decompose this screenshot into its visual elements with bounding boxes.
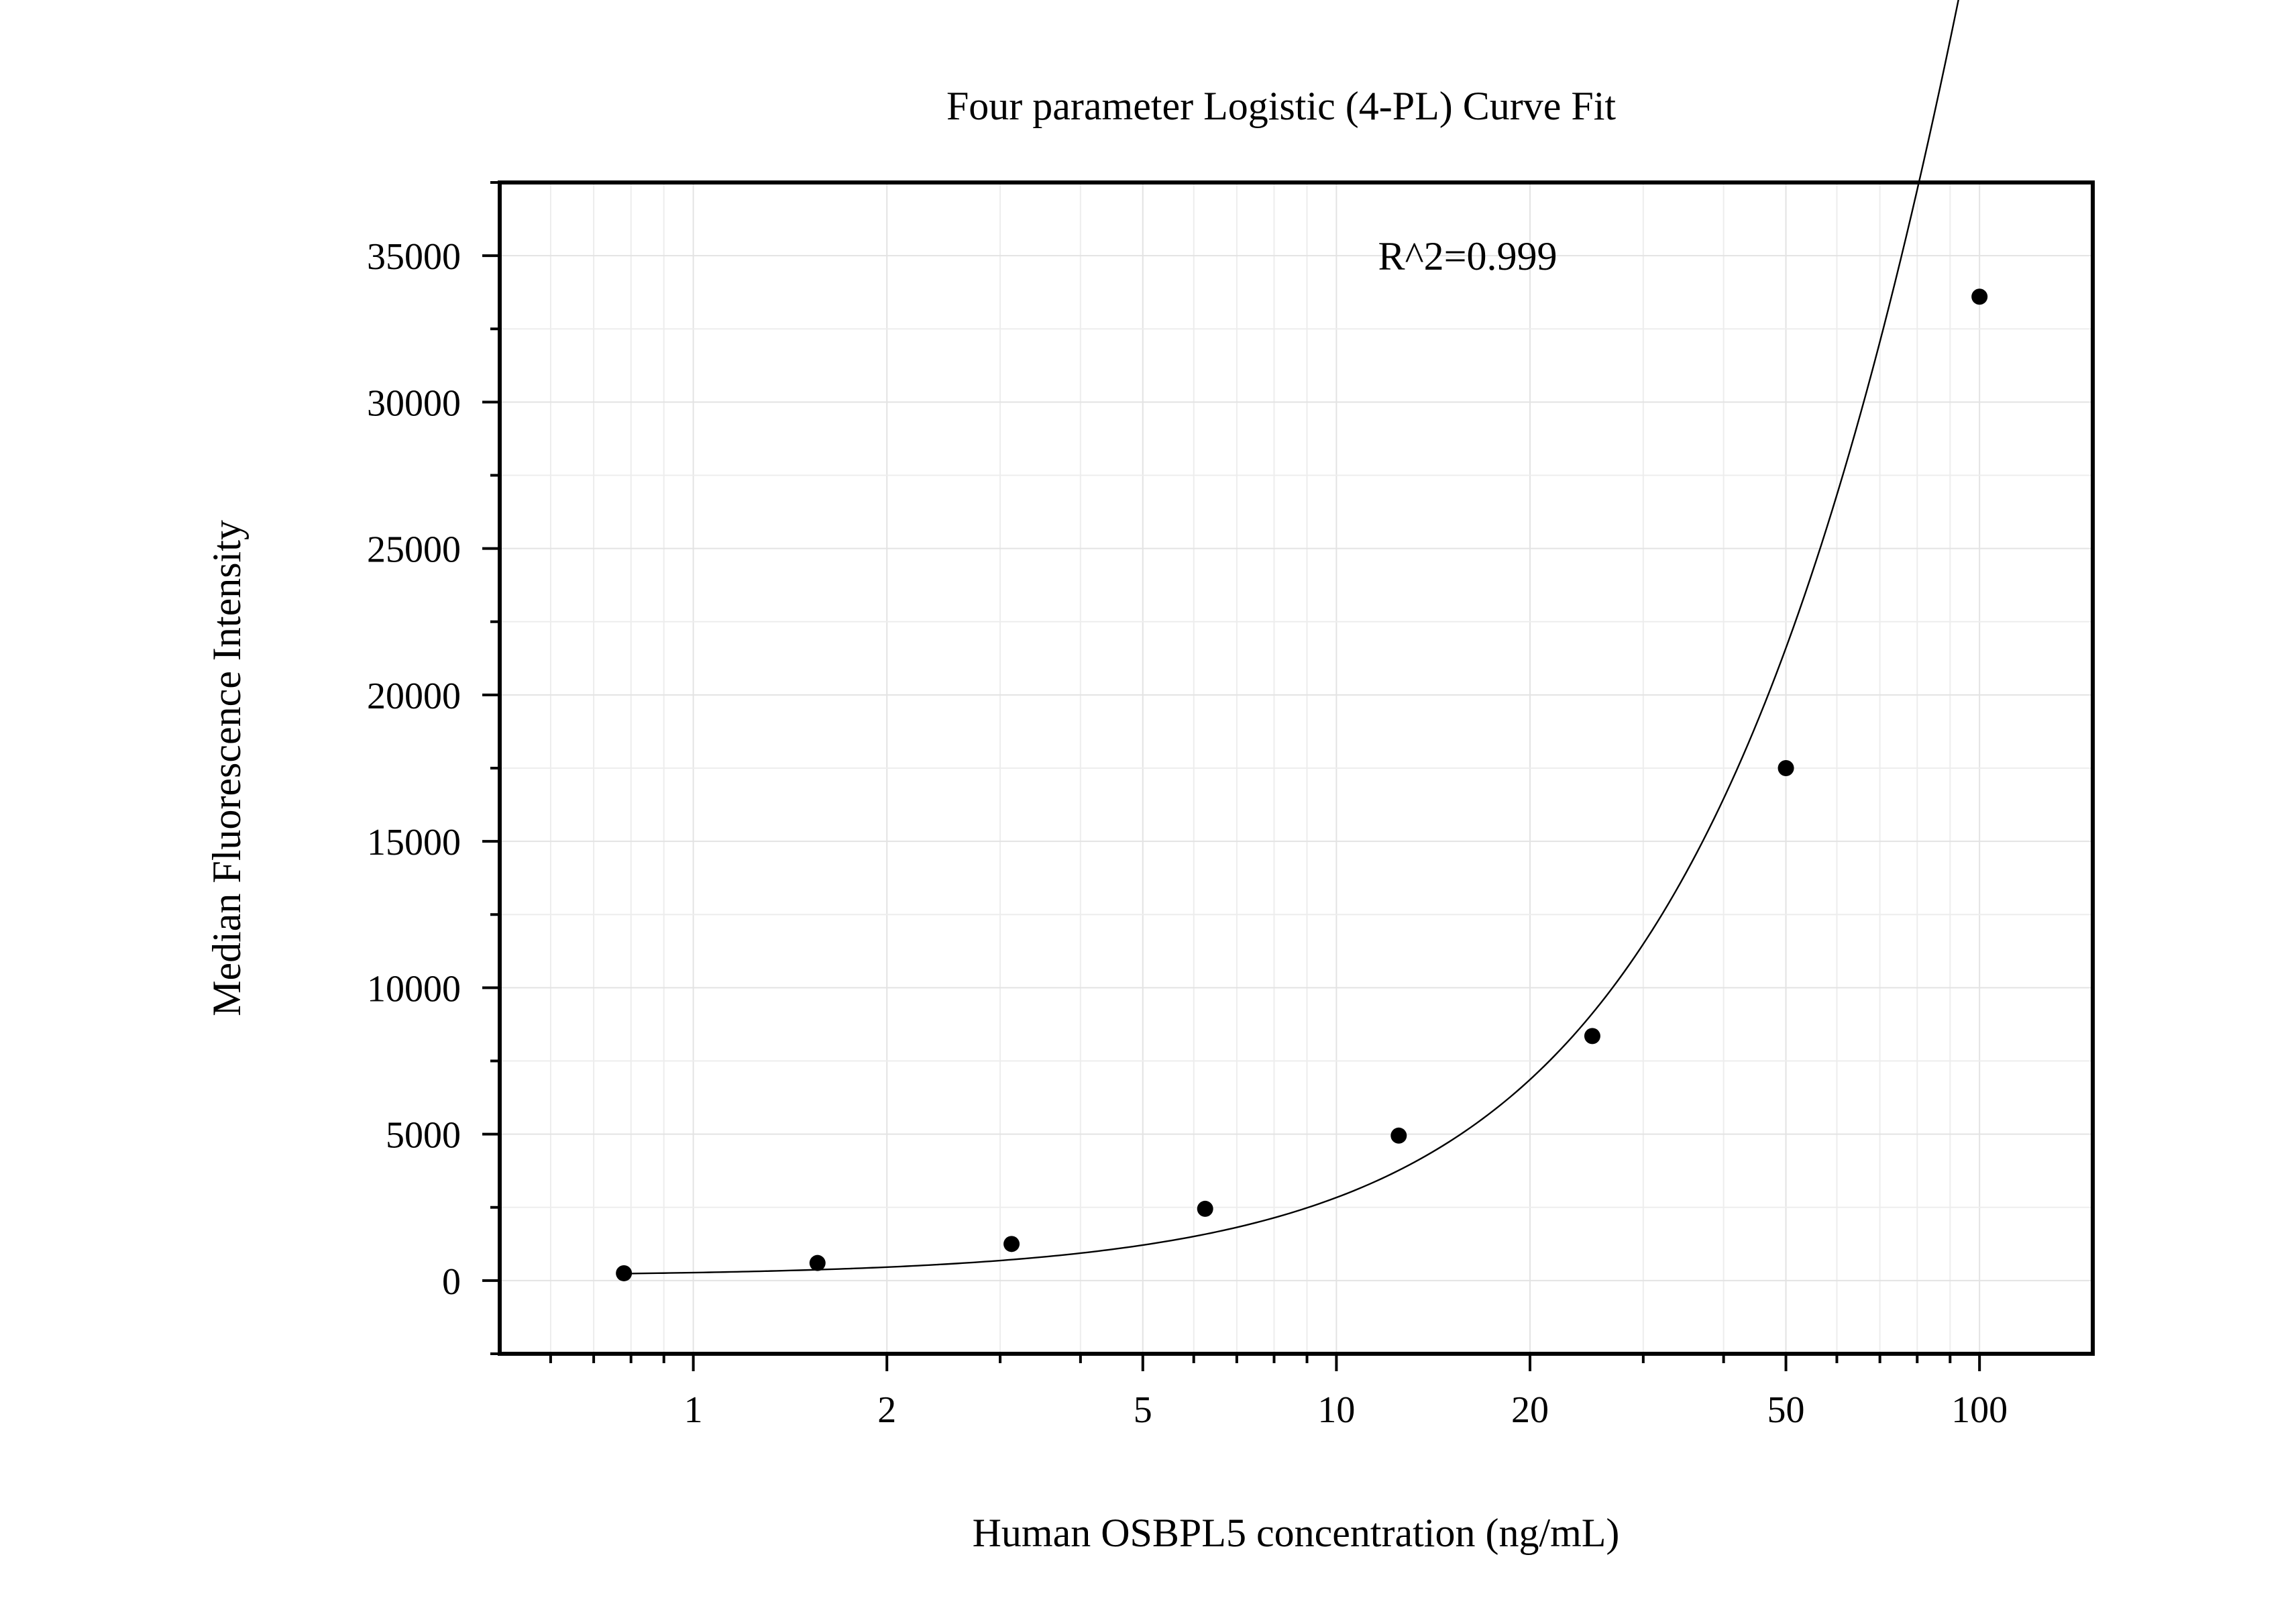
y-tick-label: 5000 — [386, 1115, 461, 1157]
x-tick-label: 20 — [1511, 1389, 1549, 1431]
data-point — [1971, 288, 1988, 305]
data-points — [616, 288, 1988, 1281]
x-tick-labels: 1 2 5 10 20 50 100 — [684, 1389, 2008, 1431]
data-point — [1003, 1236, 1020, 1252]
x-axis-label: Human OSBPL5 concentration (ng/mL) — [973, 1511, 1620, 1555]
data-point — [1584, 1028, 1600, 1045]
y-tick-label: 15000 — [367, 822, 461, 863]
x-tick-label: 10 — [1317, 1389, 1355, 1431]
y-tick-label: 30000 — [367, 382, 461, 424]
data-point — [1390, 1127, 1407, 1144]
x-tick-label: 100 — [1951, 1389, 2008, 1431]
x-tick-label: 1 — [684, 1389, 703, 1431]
fit-curve — [624, 0, 1959, 1275]
y-tick-label: 35000 — [367, 236, 461, 278]
data-point — [1197, 1200, 1213, 1217]
y-tick-label: 0 — [442, 1261, 461, 1303]
data-point — [616, 1265, 633, 1281]
axis-ticks — [482, 181, 1981, 1371]
grid — [500, 182, 2093, 1354]
fit-curve-layer — [624, 0, 1959, 1275]
x-tick-label: 2 — [877, 1389, 896, 1431]
data-point — [809, 1254, 826, 1271]
chart-title: Four parameter Logistic (4-PL) Curve Fit — [946, 84, 1616, 128]
y-axis-label: Median Fluorescence Intensity — [205, 520, 249, 1016]
data-point — [1778, 760, 1794, 776]
y-tick-label: 20000 — [367, 676, 461, 717]
x-tick-label: 50 — [1767, 1389, 1805, 1431]
y-tick-label: 25000 — [367, 529, 461, 571]
y-tick-label: 10000 — [367, 968, 461, 1010]
r-squared-annotation: R^2=0.999 — [1378, 234, 1557, 278]
y-tick-labels: 0 5000 10000 15000 20000 25000 30000 35000 — [367, 236, 461, 1303]
x-tick-label: 5 — [1134, 1389, 1152, 1431]
